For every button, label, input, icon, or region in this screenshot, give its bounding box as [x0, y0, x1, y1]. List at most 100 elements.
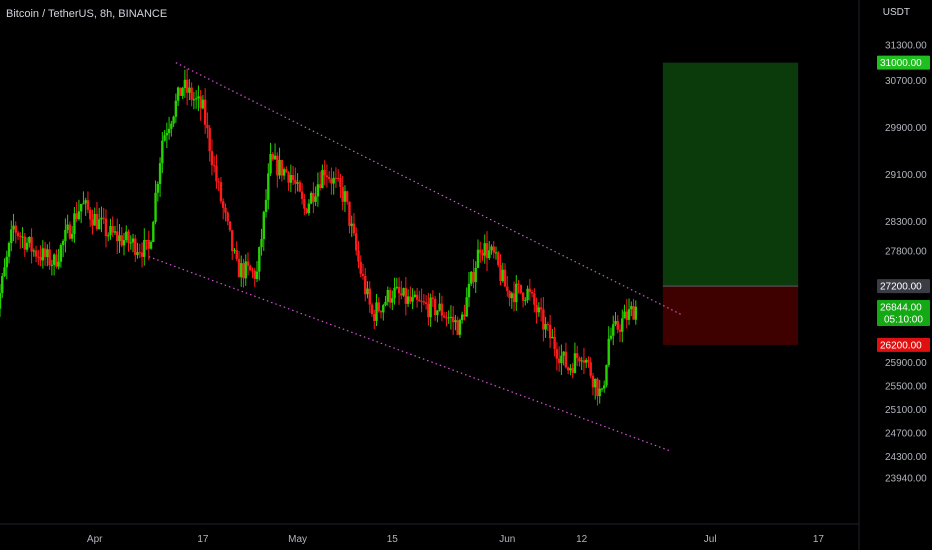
candle-body	[262, 212, 265, 240]
candle-body	[519, 284, 523, 293]
candle-body	[609, 335, 613, 339]
candle-body	[280, 160, 284, 176]
candle-body	[28, 236, 31, 243]
candle-body	[174, 100, 178, 117]
candle-body	[573, 353, 577, 373]
candle-body	[32, 250, 36, 252]
candle-body	[497, 252, 500, 266]
candle-body	[418, 299, 421, 302]
candle-body	[271, 153, 275, 160]
candle-body	[176, 87, 180, 101]
candle-body	[634, 306, 637, 320]
candle-body	[591, 375, 595, 388]
candle-body	[19, 236, 22, 238]
candle-body	[339, 178, 342, 187]
candle-body	[158, 163, 162, 185]
candle-body	[370, 304, 374, 314]
candle-body	[375, 302, 378, 321]
price-tick-label: 25500.00	[885, 382, 927, 393]
candle-body	[206, 124, 209, 129]
candle-body	[526, 288, 529, 301]
candle-body	[348, 201, 351, 226]
candle-body	[321, 170, 324, 188]
candle-body	[391, 298, 394, 303]
candle-body	[185, 79, 189, 93]
candle-body	[548, 324, 552, 339]
price-tick-label: 31300.00	[885, 41, 927, 52]
candle-body	[296, 182, 299, 184]
candle-body	[465, 297, 468, 317]
candle-body	[55, 254, 58, 267]
time-tick-label: Apr	[87, 534, 103, 545]
candle-body	[499, 265, 502, 282]
candle-body	[546, 324, 550, 326]
candle-body	[397, 286, 401, 294]
candle-body	[235, 250, 238, 259]
candle-body	[226, 212, 229, 222]
candle-body	[149, 242, 153, 249]
time-tick-label: 15	[387, 534, 399, 545]
candle-body	[368, 288, 371, 305]
candle-body	[456, 320, 459, 335]
candle-body	[278, 160, 281, 176]
candle-body	[600, 388, 604, 390]
candle-body	[402, 288, 405, 296]
candle-body	[542, 309, 545, 330]
candle-body	[79, 204, 83, 212]
candle-body	[589, 362, 592, 376]
candle-body	[355, 233, 358, 251]
candle-body	[129, 242, 132, 244]
candle-body	[183, 79, 187, 89]
candle-body	[530, 291, 534, 294]
candle-body	[332, 177, 335, 184]
candle-body	[506, 286, 509, 292]
candle-body	[440, 303, 444, 316]
candle-body	[269, 153, 272, 174]
candle-body	[442, 315, 446, 318]
candle-body	[111, 225, 114, 233]
price-tick-label: 27800.00	[885, 246, 927, 257]
candle-body	[291, 175, 295, 181]
candle-body	[120, 235, 123, 246]
candle-body	[192, 99, 196, 101]
candle-body	[341, 186, 344, 202]
candle-body	[377, 302, 380, 311]
price-tick-label: 28300.00	[885, 217, 927, 228]
candle-body	[623, 311, 626, 319]
candle-body	[249, 265, 252, 271]
time-tick-label: May	[288, 534, 307, 545]
time-axis: Apr 17 May 15 Jun 12 Jul 17	[87, 534, 825, 545]
candle-body	[147, 240, 151, 249]
candle-body	[5, 256, 8, 268]
candle-body	[605, 364, 608, 386]
countdown-text: 05:10:00	[884, 315, 923, 326]
symbol-title[interactable]: Bitcoin / TetherUS, 8h, BINANCE	[6, 8, 168, 20]
candle-body	[93, 213, 96, 226]
candle-body	[512, 293, 516, 303]
candle-body	[463, 314, 466, 317]
candle-body	[46, 249, 49, 258]
candle-body	[37, 256, 40, 258]
candle-body	[350, 223, 353, 226]
candle-body	[64, 229, 67, 242]
candle-body	[217, 181, 220, 183]
candle-body	[224, 207, 227, 213]
candle-body	[555, 349, 559, 359]
candle-body	[100, 217, 103, 220]
candle-body	[598, 388, 601, 397]
candle-body	[212, 165, 216, 167]
candle-body	[161, 140, 164, 164]
candle-body	[327, 177, 331, 179]
candle-body	[131, 238, 135, 243]
currency-label[interactable]: USDT	[882, 7, 910, 18]
candle-body	[524, 300, 527, 302]
candle-body	[551, 336, 554, 339]
candle-body	[170, 123, 173, 129]
candle-body	[373, 313, 376, 321]
entry-price-badge-bg	[877, 279, 930, 294]
candle-body	[68, 224, 72, 239]
candle-body	[107, 235, 110, 237]
candle-body	[240, 263, 243, 278]
candle-body	[12, 225, 15, 230]
